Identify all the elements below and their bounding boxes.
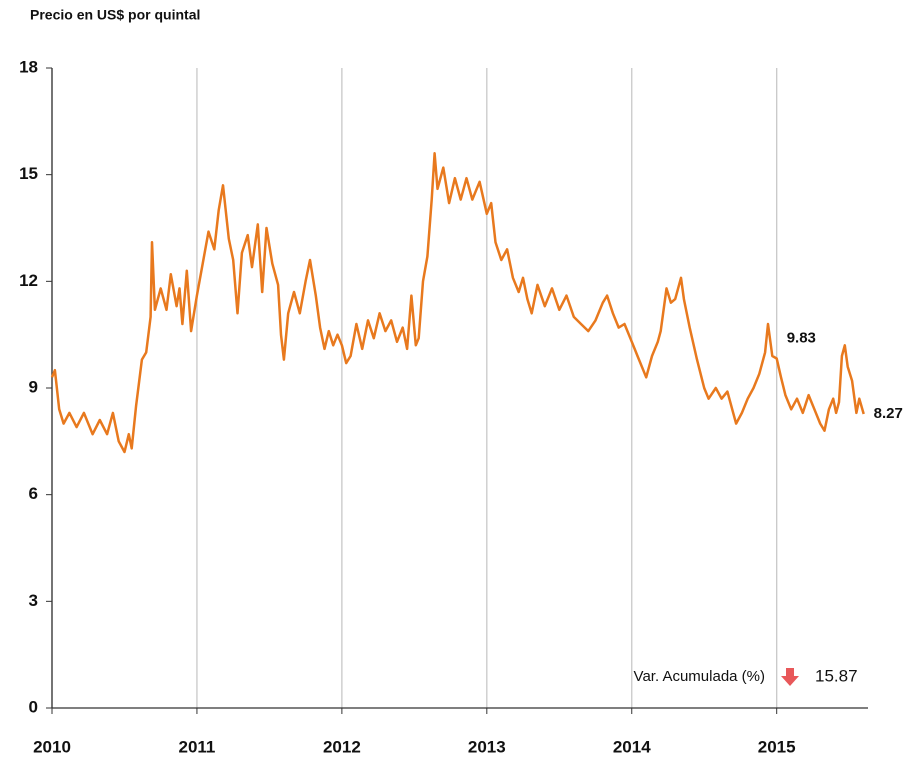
y-tick-label: 12 <box>19 271 38 290</box>
x-tick-label: 2013 <box>468 737 506 756</box>
x-tick-label: 2012 <box>323 737 361 756</box>
value-label: 8.27 <box>874 405 903 422</box>
summary-arrow <box>781 668 799 686</box>
y-tick-label: 6 <box>29 484 38 503</box>
x-tick-label: 2010 <box>33 737 71 756</box>
value-label: 9.83 <box>787 329 816 346</box>
summary-label: Var. Acumulada (%) <box>634 668 765 685</box>
x-tick-label: 2011 <box>178 737 215 756</box>
y-tick-label: 15 <box>19 164 38 183</box>
summary-value: 15.87 <box>815 666 858 685</box>
y-tick-label: 3 <box>29 591 38 610</box>
y-tick-label: 9 <box>29 377 38 396</box>
y-axis-label: Precio en US$ por quintal <box>30 7 200 23</box>
x-tick-label: 2014 <box>613 737 651 756</box>
x-tick-label: 2015 <box>758 737 796 756</box>
y-tick-label: 0 <box>29 697 38 716</box>
line <box>50 152 865 454</box>
y-tick-label: 18 <box>19 57 38 76</box>
